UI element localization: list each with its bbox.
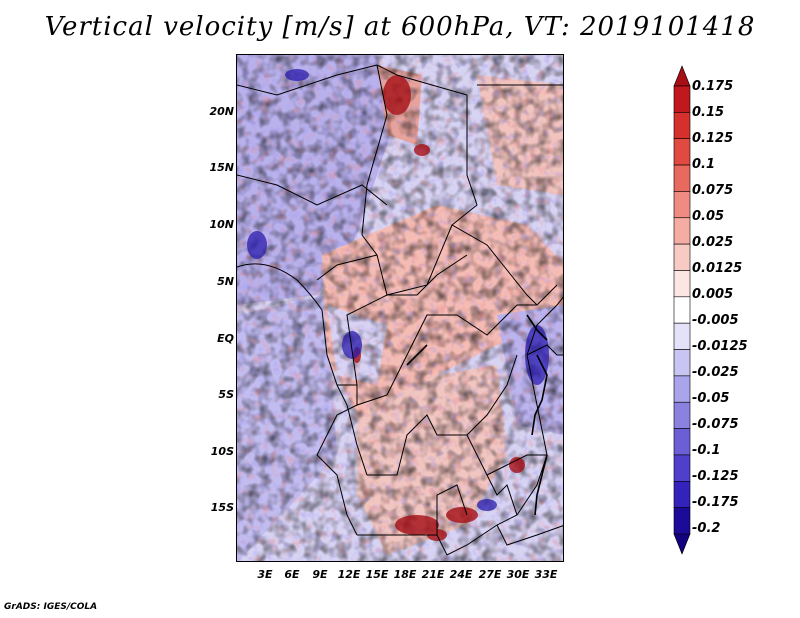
y-axis-label-5s: 5S: [218, 388, 234, 401]
map-frame: [236, 54, 564, 562]
colorbar: [673, 65, 691, 555]
colorbar-label-5: 0.075: [692, 183, 734, 198]
colorbar-segment: [673, 454, 691, 482]
colorbar-segment: [673, 375, 691, 403]
x-axis-label-6e: 6E: [284, 568, 300, 581]
x-axis-label-24e: 24E: [449, 568, 473, 581]
vertical-velocity-field: [237, 55, 563, 561]
x-axis-label-18e: 18E: [393, 568, 417, 581]
colorbar-label-6: 0.05: [692, 209, 725, 224]
colorbar-segment: [673, 401, 691, 429]
colorbar-segment: [673, 322, 691, 350]
colorbar-label-11: -0.0125: [692, 339, 748, 354]
y-axis-label-15s: 15S: [210, 501, 234, 514]
chart-title: Vertical velocity [m/s] at 600hPa, VT: 2…: [44, 12, 756, 42]
colorbar-segment: [673, 191, 691, 219]
y-axis-label-10n: 10N: [209, 218, 234, 231]
y-axis-label-10s: 10S: [210, 445, 234, 458]
colorbar-label-15: -0.1: [692, 443, 721, 458]
colorbar-label-12: -0.025: [692, 365, 739, 380]
colorbar-label-7: 0.025: [692, 235, 734, 250]
colorbar-segment: [673, 480, 691, 508]
x-axis-label-3e: 3E: [257, 568, 273, 581]
x-axis-label-9e: 9E: [312, 568, 328, 581]
colorbar-segment: [673, 164, 691, 192]
colorbar-segment: [673, 85, 691, 113]
colorbar-segment: [673, 243, 691, 271]
x-axis-label-27e: 27E: [478, 568, 502, 581]
colorbar-segment: [673, 138, 691, 166]
colorbar-label-3: 0.125: [692, 131, 734, 146]
colorbar-segment: [673, 349, 691, 377]
colorbar-segment: [673, 507, 691, 535]
y-axis-label-20n: 20N: [209, 105, 234, 118]
colorbar-label-16: -0.125: [692, 469, 739, 484]
colorbar-segment: [673, 217, 691, 245]
y-axis-label-15n: 15N: [209, 161, 234, 174]
colorbar-label-13: -0.05: [692, 391, 730, 406]
y-axis-label-5n: 5N: [217, 275, 234, 288]
x-axis-label-30e: 30E: [506, 568, 530, 581]
colorbar-label-14: -0.075: [692, 417, 739, 432]
x-axis-label-21e: 21E: [421, 568, 445, 581]
colorbar-segment: [673, 428, 691, 456]
colorbar-label-8: 0.0125: [692, 261, 743, 276]
colorbar-segment: [673, 296, 691, 324]
colorbar-label-9: 0.005: [692, 287, 734, 302]
credit-text: GrADS: IGES/COLA: [4, 602, 98, 612]
colorbar-label-10: -0.005: [692, 313, 739, 328]
colorbar-label-18: -0.2: [692, 521, 721, 536]
colorbar-bottom-arrow: [673, 533, 691, 555]
x-axis-label-15e: 15E: [365, 568, 389, 581]
x-axis-label-12e: 12E: [337, 568, 361, 581]
country-borders: [237, 64, 563, 556]
colorbar-label-1: 0.175: [692, 79, 734, 94]
colorbar-label-17: -0.175: [692, 495, 739, 510]
colorbar-segment: [673, 270, 691, 298]
x-axis-label-33e: 33E: [534, 568, 558, 581]
colorbar-label-2: 0.15: [692, 105, 725, 120]
y-axis-label-eq: EQ: [217, 332, 234, 345]
colorbar-label-4: 0.1: [692, 157, 716, 172]
colorbar-segment: [673, 112, 691, 140]
colorbar-top-arrow: [673, 65, 691, 87]
